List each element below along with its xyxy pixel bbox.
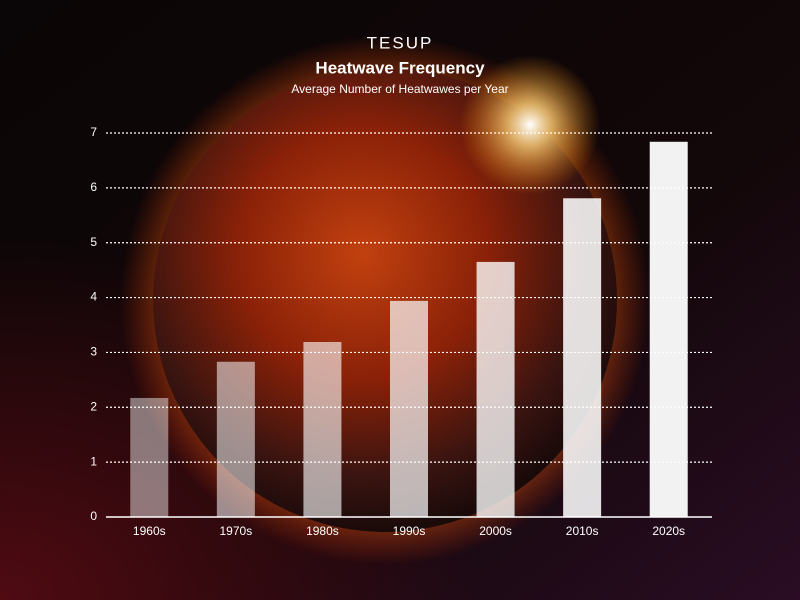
x-tick-label: 1980s <box>306 524 339 538</box>
y-tick-label: 7 <box>90 125 97 139</box>
x-tick-label: 1990s <box>393 524 426 538</box>
bar <box>390 300 428 517</box>
bar <box>563 198 602 517</box>
chart-subtitle: Average Number of Heatwawes per Year <box>291 82 508 96</box>
bar <box>476 261 515 517</box>
x-tick-label: 1960s <box>133 524 166 538</box>
y-tick-label: 4 <box>90 290 97 304</box>
x-tick-label: 2000s <box>479 524 512 538</box>
bar <box>130 397 169 517</box>
y-tick-label: 1 <box>90 454 97 468</box>
chart-title: Heatwave Frequency <box>315 58 485 77</box>
y-tick-label: 2 <box>90 399 97 413</box>
brand: TESUP <box>367 33 434 52</box>
y-tick-label: 0 <box>90 509 97 523</box>
y-tick-label: 5 <box>90 235 97 249</box>
x-tick-label: 1970s <box>220 524 253 538</box>
bar <box>216 361 255 517</box>
sun-glow <box>460 55 600 195</box>
y-tick-label: 6 <box>90 180 97 194</box>
bar <box>649 141 688 517</box>
x-tick-label: 2020s <box>652 524 685 538</box>
y-tick-label: 3 <box>90 345 97 359</box>
bar <box>303 342 342 517</box>
x-tick-label: 2010s <box>566 524 599 538</box>
